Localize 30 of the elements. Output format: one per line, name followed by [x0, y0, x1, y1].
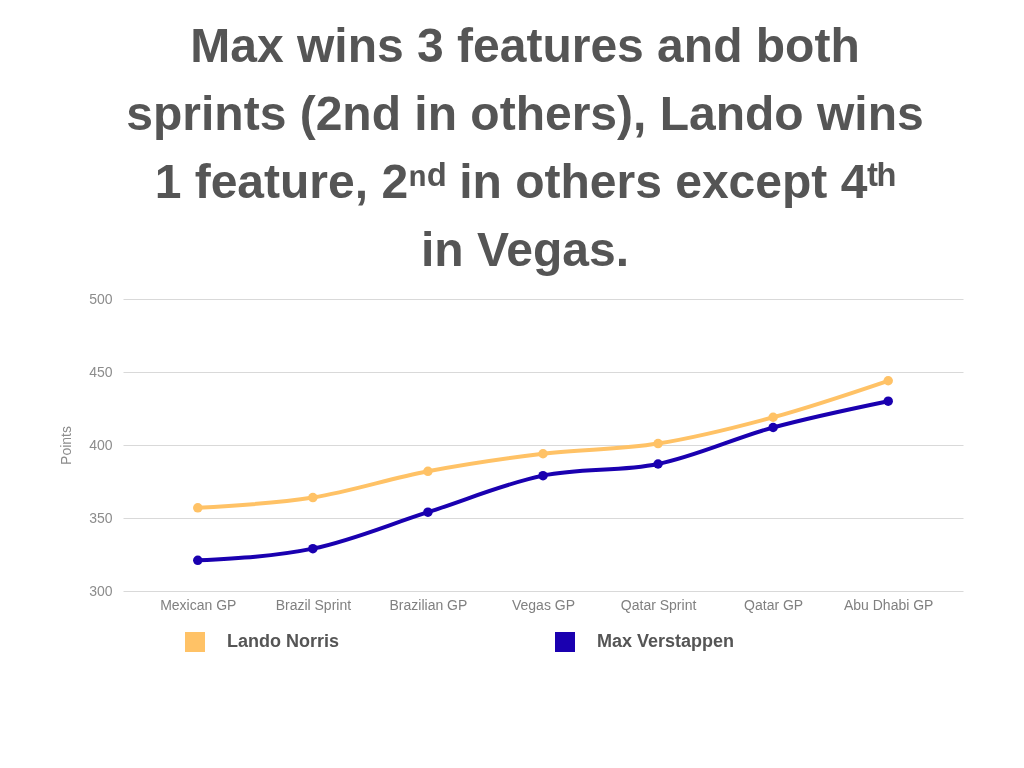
point	[308, 492, 318, 503]
point	[193, 503, 203, 513]
point	[423, 507, 433, 517]
point	[768, 422, 778, 433]
x-tick-label: Brazil Sprint	[275, 596, 352, 613]
point	[423, 466, 433, 477]
x-tick-label: Brazilian GP	[389, 596, 468, 613]
x-tick-label: Abu Dhabi GP	[843, 596, 934, 613]
y-tick-label: 400	[89, 436, 113, 453]
y-tick-label: 450	[89, 363, 113, 380]
point	[538, 449, 548, 459]
legend-label: Lando Norris	[227, 631, 340, 651]
y-tick-label: 300	[89, 582, 113, 599]
y-tick-label: 500	[89, 290, 113, 307]
point	[883, 396, 893, 406]
x-tick-label: Vegas GP	[511, 596, 576, 613]
point	[538, 470, 548, 481]
point	[308, 543, 318, 554]
legend-label: Max Verstappen	[597, 631, 735, 651]
point	[653, 459, 663, 469]
x-tick-label: Mexican GP	[160, 596, 237, 613]
chart-title: Max wins 3 features and both sprints (2nd in others), Lando wins 1 feature, 2ⁿᵈ in others except 4ᵗʰ in Vegas.	[126, 19, 924, 276]
point	[883, 376, 893, 386]
x-tick-label: Qatar GP	[744, 596, 804, 613]
y-tick-label: 350	[89, 509, 113, 526]
point	[193, 555, 203, 566]
x-tick-label: Qatar Sprint	[620, 596, 697, 613]
point	[653, 438, 663, 449]
y-axis-title: Points	[58, 426, 75, 465]
point	[768, 412, 778, 422]
